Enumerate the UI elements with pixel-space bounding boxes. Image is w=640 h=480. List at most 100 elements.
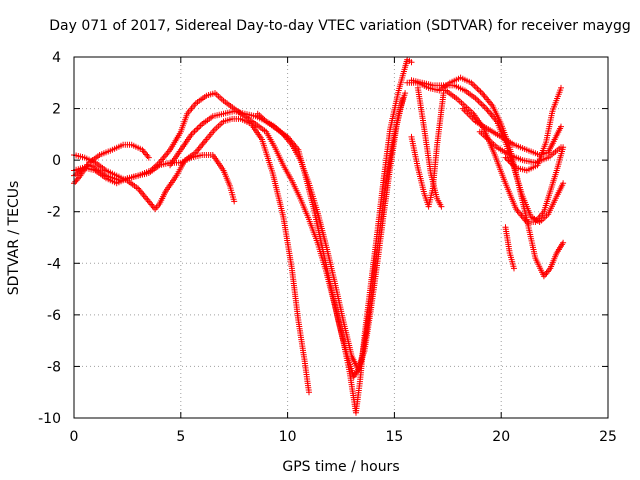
data-point-segment [506, 250, 517, 272]
data-point-segment [479, 90, 495, 108]
data-point-segment [252, 121, 268, 134]
data-point-segment [271, 123, 285, 136]
data-point-segment [429, 143, 440, 192]
data-point-segment [393, 95, 406, 130]
data-point-segment [540, 190, 553, 215]
data-point-segment [476, 128, 499, 149]
data-point-segment [489, 103, 504, 125]
data-point-segment [135, 168, 152, 179]
data-point-segment [248, 121, 264, 141]
data-point-segment [314, 208, 329, 247]
data-point-segment [414, 164, 427, 195]
data-point-segment [147, 161, 161, 174]
data-point-segment [280, 213, 295, 270]
data-point-segment [103, 172, 122, 183]
data-point-segment [306, 180, 320, 213]
data-point-segment [301, 170, 316, 208]
data-point-segment [414, 79, 430, 90]
data-point-segment [226, 182, 238, 205]
data-point-segment [331, 278, 346, 321]
data-point-segment [327, 280, 342, 324]
data-point-segment [468, 79, 484, 95]
data-point-segment [551, 123, 564, 143]
series-track-15 [476, 128, 564, 166]
data-point-segment [404, 56, 415, 66]
data-point-segment [263, 128, 277, 149]
x-axis-label: GPS time / hours [282, 459, 399, 475]
data-point-segment [485, 126, 503, 139]
data-point-segment [446, 75, 462, 86]
data-point-segment [118, 173, 139, 184]
data-point-segment [453, 95, 467, 108]
data-point-segment [461, 103, 475, 116]
data-point-segment [188, 122, 204, 138]
data-point-segment [511, 141, 528, 152]
data-point-segment [199, 114, 215, 127]
y-tick-label: -8 [47, 359, 61, 375]
data-point-segment [513, 206, 529, 224]
y-tick-label: 2 [52, 102, 61, 118]
data-point-segment [545, 195, 559, 218]
grid [74, 57, 608, 418]
data-point-segment [212, 120, 225, 133]
data-point-segment [547, 251, 559, 272]
data-point-segment [103, 167, 118, 178]
data-point-segment [269, 170, 286, 218]
data-point-segment [177, 155, 193, 166]
data-point-segment [380, 128, 393, 182]
data-point-segment [436, 81, 452, 94]
plot-frame [73, 56, 609, 419]
data-point-segment [549, 84, 564, 115]
data-point-segment [493, 144, 511, 157]
data-point-segment [425, 187, 436, 210]
data-point-segment [280, 162, 294, 182]
data-point-segment [545, 138, 557, 156]
y-tick-label: -10 [38, 411, 61, 427]
data-point-segment [310, 203, 325, 247]
data-point-segment [203, 127, 217, 143]
data-marks [71, 56, 567, 416]
data-point-segment [459, 105, 477, 123]
data-point-segment [220, 108, 236, 117]
data-point-segment [367, 262, 380, 313]
data-point-segment [425, 84, 441, 93]
data-point-segment [318, 242, 333, 285]
data-point-segment [271, 144, 286, 167]
data-point-segment [414, 84, 427, 130]
data-point-segment [128, 141, 144, 152]
data-point-segment [553, 239, 567, 256]
series-track-14 [502, 224, 517, 272]
data-point-segment [355, 350, 367, 372]
data-point-segment [295, 317, 308, 363]
data-point-segment [340, 317, 355, 357]
data-point-segment [81, 154, 97, 165]
data-point-segment [387, 125, 400, 171]
data-point-segment [532, 155, 550, 166]
data-point-segment [402, 58, 410, 71]
data-point-segment [297, 157, 312, 185]
data-point-segment [491, 152, 508, 185]
series-track-13 [414, 84, 445, 210]
data-point-segment [361, 308, 374, 354]
series-track-6 [254, 95, 406, 372]
data-point-segment [408, 133, 421, 169]
data-point-segment [288, 265, 301, 321]
data-point-segment [434, 195, 445, 210]
x-tick-label: 10 [279, 429, 297, 445]
data-point-segment [96, 147, 114, 158]
data-point-segment [523, 146, 541, 158]
data-point-segment [395, 66, 408, 94]
series-track-10 [442, 87, 567, 225]
data-point-segment [139, 146, 152, 161]
data-point-segment [203, 90, 216, 99]
data-point-segment [192, 94, 208, 107]
data-point-segment [288, 177, 303, 200]
data-point-segment [192, 138, 209, 156]
data-point-segment [263, 118, 277, 129]
data-point-segment [457, 74, 473, 85]
data-point-segment [553, 144, 567, 174]
data-point-segment [498, 133, 516, 147]
x-tick-label: 15 [385, 429, 403, 445]
data-point-segment [519, 157, 537, 166]
data-point-segment [387, 89, 402, 133]
